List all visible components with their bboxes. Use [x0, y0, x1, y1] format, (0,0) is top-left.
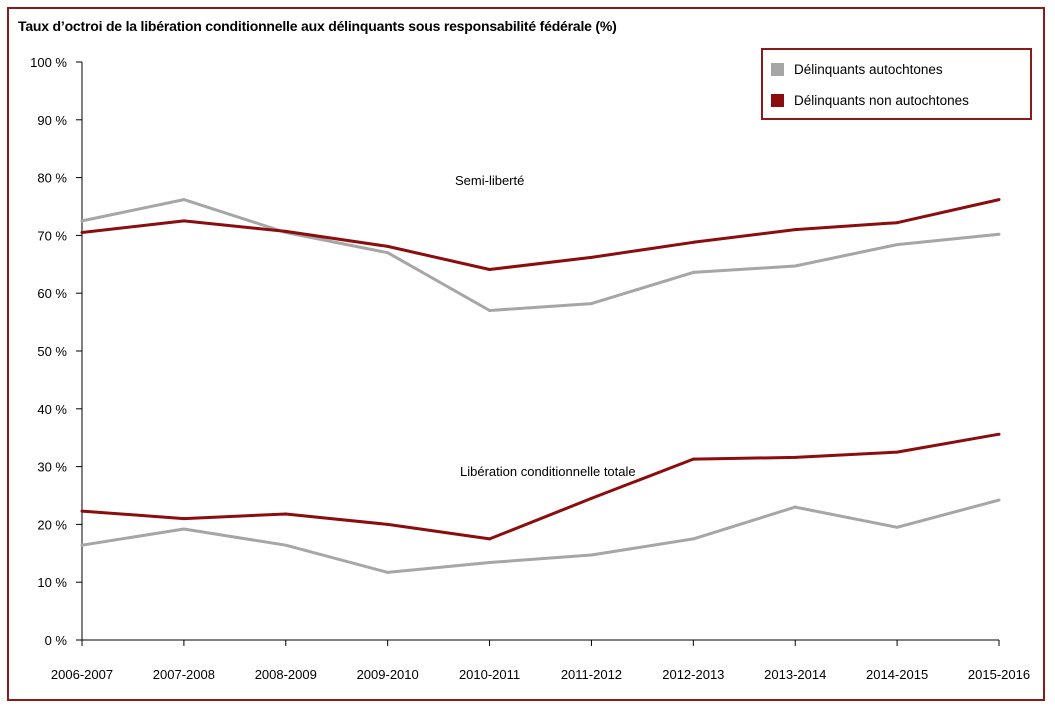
legend-item-autochtones: Délinquants autochtones — [771, 61, 943, 77]
x-tick-label: 2010-2011 — [459, 667, 520, 682]
data-point-non-autochtones-semi — [589, 255, 593, 259]
x-tick-label: 2009-2010 — [357, 667, 419, 682]
y-axis-ticks: 0 % 10 % 20 % 30 % 40 % 50 % 60 % 70 % 80 % 90 % 1… — [30, 55, 82, 648]
series-line-non-autochtones-semi — [81, 198, 1000, 271]
data-point-autochtones-semi — [182, 198, 186, 202]
x-tick-label: 2006-2007 — [51, 667, 113, 682]
data-point-autochtones-totale — [182, 527, 186, 531]
x-tick-label: 2012-2013 — [662, 667, 724, 682]
data-point-autochtones-semi — [488, 309, 492, 313]
series-lines — [80, 198, 1001, 574]
x-tick-label: 2008-2009 — [255, 667, 317, 682]
y-tick-label: 90 % — [37, 113, 67, 128]
y-tick-label: 80 % — [37, 171, 67, 186]
data-point-non-autochtones-semi — [691, 240, 695, 244]
y-tick-label: 10 % — [37, 575, 67, 590]
data-point-autochtones-totale — [793, 505, 797, 509]
series-line-autochtones-semi — [81, 198, 1000, 312]
series-line-autochtones-totale — [81, 498, 1000, 574]
legend-label-autochtones: Délinquants autochtones — [794, 61, 943, 77]
data-point-non-autochtones-totale — [182, 517, 186, 521]
data-point-autochtones-totale — [589, 553, 593, 557]
legend-item-non-autochtones: Délinquants non autochtones — [771, 92, 969, 108]
x-tick-label: 2015-2016 — [968, 667, 1030, 682]
y-tick-label: 0 % — [45, 633, 68, 648]
data-point-autochtones-semi — [386, 251, 390, 255]
x-tick-label: 2014-2015 — [866, 667, 928, 682]
y-tick-label: 30 % — [37, 460, 67, 475]
data-point-autochtones-totale — [80, 543, 84, 547]
data-point-non-autochtones-totale — [997, 432, 1001, 436]
x-axis-ticks: 2006-2007 2007-2008 2008-2009 2009-2010 2010… — [51, 640, 1030, 682]
data-point-non-autochtones-totale — [386, 522, 390, 526]
x-tick-label: 2011-2012 — [561, 667, 622, 682]
data-point-non-autochtones-semi — [386, 244, 390, 248]
data-point-non-autochtones-semi — [284, 229, 288, 233]
y-tick-label: 20 % — [37, 517, 67, 532]
y-tick-label: 60 % — [37, 286, 67, 301]
data-point-non-autochtones-totale — [488, 537, 492, 541]
data-point-non-autochtones-totale — [80, 509, 84, 513]
legend-label-non-autochtones: Délinquants non autochtones — [794, 92, 969, 108]
axes — [81, 62, 999, 641]
x-tick-label: 2013-2014 — [764, 667, 826, 682]
data-point-non-autochtones-totale — [793, 455, 797, 459]
legend-swatch-non-autochtones — [771, 93, 784, 107]
data-point-non-autochtones-semi — [895, 221, 899, 225]
data-point-non-autochtones-totale — [284, 512, 288, 516]
data-point-non-autochtones-totale — [589, 496, 593, 500]
series-line-non-autochtones-totale — [81, 432, 1000, 541]
data-point-autochtones-semi — [589, 302, 593, 306]
data-point-non-autochtones-semi — [182, 219, 186, 223]
data-point-autochtones-semi — [895, 243, 899, 247]
data-point-non-autochtones-semi — [997, 198, 1001, 202]
annotation-totale: Libération conditionnelle totale — [460, 464, 636, 479]
data-point-autochtones-semi — [691, 270, 695, 274]
data-point-non-autochtones-semi — [793, 228, 797, 232]
legend: Délinquants autochtones Délinquants non … — [761, 48, 1032, 120]
y-tick-label: 50 % — [37, 344, 67, 359]
data-point-autochtones-semi — [793, 264, 797, 268]
data-point-non-autochtones-semi — [80, 231, 84, 235]
x-tick-label: 2007-2008 — [153, 667, 215, 682]
data-point-autochtones-totale — [284, 543, 288, 547]
y-tick-label: 70 % — [37, 228, 67, 243]
data-point-autochtones-totale — [488, 561, 492, 565]
annotations: Semi-liberté Libération conditionnelle to… — [455, 173, 636, 479]
chart-frame — [7, 7, 1045, 701]
data-point-autochtones-totale — [895, 525, 899, 529]
data-point-autochtones-totale — [997, 498, 1001, 502]
legend-swatch-autochtones — [771, 62, 784, 76]
chart-title: Taux d’octroi de la libération condition… — [18, 18, 617, 34]
data-point-autochtones-totale — [386, 570, 390, 574]
annotation-semi: Semi-liberté — [455, 173, 524, 188]
data-point-non-autochtones-totale — [895, 450, 899, 454]
data-point-autochtones-semi — [997, 232, 1001, 236]
data-point-autochtones-totale — [691, 537, 695, 541]
data-point-non-autochtones-semi — [488, 268, 492, 272]
y-tick-label: 100 % — [30, 55, 67, 70]
y-tick-label: 40 % — [37, 402, 67, 417]
data-point-autochtones-semi — [80, 219, 84, 223]
data-point-non-autochtones-totale — [691, 457, 695, 461]
